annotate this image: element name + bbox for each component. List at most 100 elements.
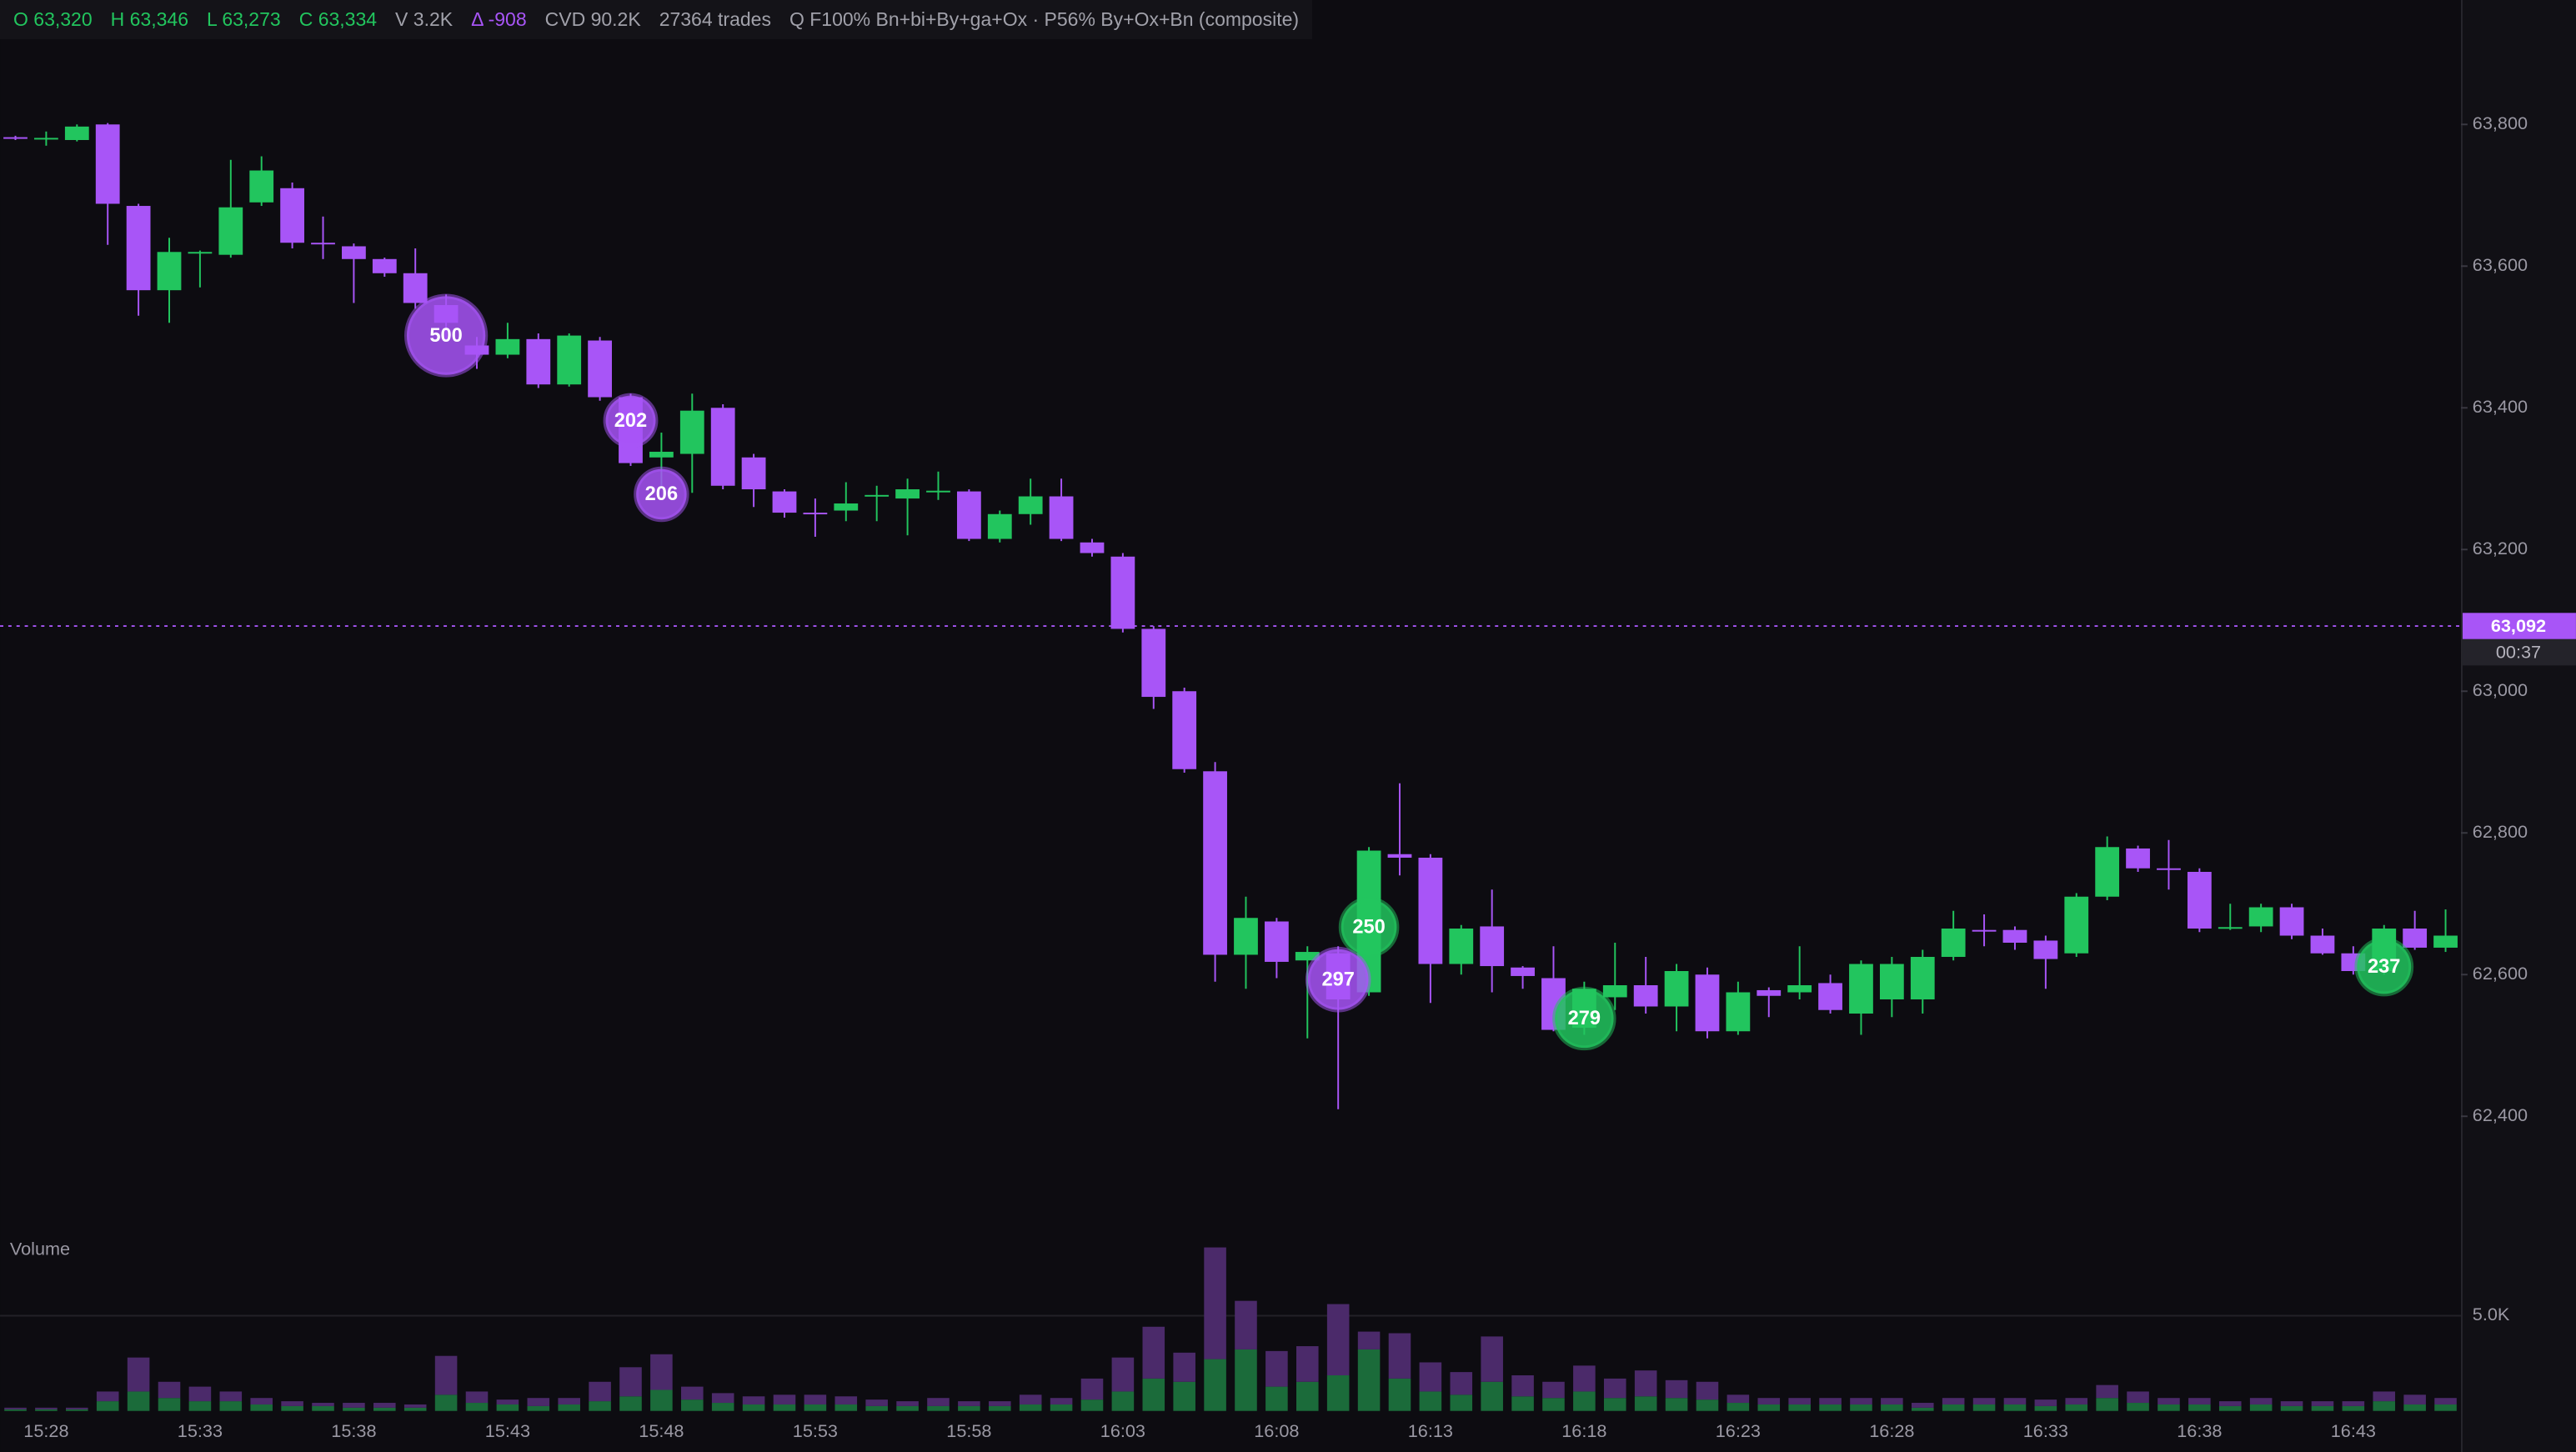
volume-bar	[834, 1396, 858, 1404]
volume-bar	[2034, 1405, 2057, 1411]
volume-bar	[219, 1391, 243, 1402]
volume-bar	[1204, 1359, 1226, 1411]
candle-body	[557, 335, 582, 385]
volume-bar	[2188, 1398, 2211, 1404]
ohlc-header: O 63,320 H 63,346 L 63,273 C 63,334 V 3.2K Δ …	[0, 0, 1313, 39]
volume-bar	[2311, 1405, 2334, 1411]
volume-title: Volume	[10, 1238, 70, 1259]
volume-bar	[2065, 1404, 2088, 1411]
header-item: Δ -908	[471, 8, 527, 30]
candle-body	[1110, 556, 1135, 629]
y-tick-label: 63,000	[2473, 679, 2528, 700]
candle-body	[2095, 847, 2120, 897]
volume-bar	[2434, 1398, 2457, 1404]
candle-body	[1818, 983, 1842, 1010]
volume-bar	[1481, 1381, 1503, 1411]
volume-bar	[1727, 1394, 1750, 1404]
volume-bar	[589, 1381, 611, 1402]
volume-bar	[312, 1403, 334, 1406]
volume-bar	[2218, 1405, 2242, 1411]
volume-bar	[2342, 1401, 2365, 1406]
candle-body	[218, 207, 243, 255]
volume-bar	[2003, 1404, 2027, 1411]
volume-bar	[2280, 1405, 2303, 1411]
volume-bar	[1019, 1394, 1042, 1404]
volume-bar	[1603, 1378, 1626, 1399]
x-tick-label: 16:38	[2177, 1420, 2222, 1441]
volume-bar	[742, 1396, 765, 1404]
candle-body	[710, 408, 735, 486]
x-tick-label: 16:08	[1254, 1420, 1299, 1441]
candle-body	[1480, 926, 1505, 967]
trade-bubble: 279	[1552, 986, 1616, 1051]
x-tick-label: 16:28	[1869, 1420, 1914, 1441]
volume-bar	[281, 1401, 303, 1406]
candle-body	[1018, 496, 1043, 514]
header-item: L 63,273	[207, 8, 281, 30]
volume-bar	[1942, 1404, 1965, 1411]
candle-body	[772, 491, 797, 513]
volume-bar	[2311, 1401, 2334, 1406]
y-tick-label: 62,400	[2473, 1104, 2528, 1125]
volume-bar	[434, 1355, 458, 1395]
y-tick-label: 62,600	[2473, 963, 2528, 984]
volume-bar	[1942, 1398, 1965, 1404]
header-item: 27364 trades	[659, 8, 771, 30]
volume-bar	[1326, 1375, 1350, 1411]
volume-bar	[66, 1409, 88, 1411]
x-tick-label: 15:33	[178, 1420, 223, 1441]
volume-bar	[1296, 1346, 1319, 1382]
trade-circle	[403, 293, 489, 378]
volume-bar	[527, 1398, 550, 1406]
x-tick-label: 16:18	[1561, 1420, 1606, 1441]
volume-bar	[1419, 1362, 1442, 1392]
volume-bar	[1634, 1370, 1657, 1397]
volume-bar	[2218, 1401, 2242, 1406]
candle-body	[956, 491, 981, 539]
volume-bar	[650, 1354, 673, 1390]
volume-bar	[2434, 1404, 2457, 1411]
volume-bar	[434, 1394, 458, 1411]
candle-body	[1172, 691, 1197, 769]
trade-label: 250	[1352, 917, 1385, 939]
trade-circle	[1338, 897, 1400, 958]
volume-bar	[1819, 1404, 1842, 1411]
volume-bar	[2003, 1398, 2027, 1404]
candle-body	[1387, 854, 1412, 859]
volume-bar	[958, 1405, 980, 1411]
trade-bubble: 202	[603, 393, 659, 448]
volume-bar	[188, 1386, 212, 1402]
volume-bar	[989, 1401, 1011, 1406]
candle-body	[2248, 907, 2273, 927]
volume-bar	[2403, 1404, 2426, 1411]
candle-body	[2157, 868, 2181, 870]
candle-body	[1664, 970, 1689, 1007]
volume-bar	[681, 1399, 704, 1411]
volume-bar	[158, 1381, 181, 1399]
volume-bar	[1388, 1333, 1411, 1379]
candle-body	[2279, 907, 2304, 936]
candle-body	[2433, 935, 2458, 948]
volume-bar	[834, 1404, 858, 1411]
volume-bar	[742, 1404, 765, 1411]
volume-bar	[2249, 1398, 2273, 1404]
volume-bar	[188, 1401, 212, 1411]
candle-body	[2002, 929, 2027, 943]
volume-bar	[2158, 1398, 2180, 1404]
volume-bar	[650, 1389, 673, 1411]
candle-body	[865, 494, 890, 497]
x-tick-label: 16:13	[1408, 1420, 1453, 1441]
volume-bar	[865, 1405, 888, 1411]
volume-bar	[1511, 1375, 1534, 1397]
volume-bar	[1511, 1396, 1534, 1411]
volume-bar	[989, 1405, 1011, 1411]
volume-bar	[1173, 1352, 1195, 1382]
volume-bar	[496, 1399, 519, 1404]
candle-body	[2126, 848, 2150, 869]
volume-bar	[281, 1405, 303, 1411]
volume-bar	[158, 1398, 181, 1411]
trade-bubble: 500	[403, 293, 489, 378]
volume-bar	[219, 1401, 243, 1411]
